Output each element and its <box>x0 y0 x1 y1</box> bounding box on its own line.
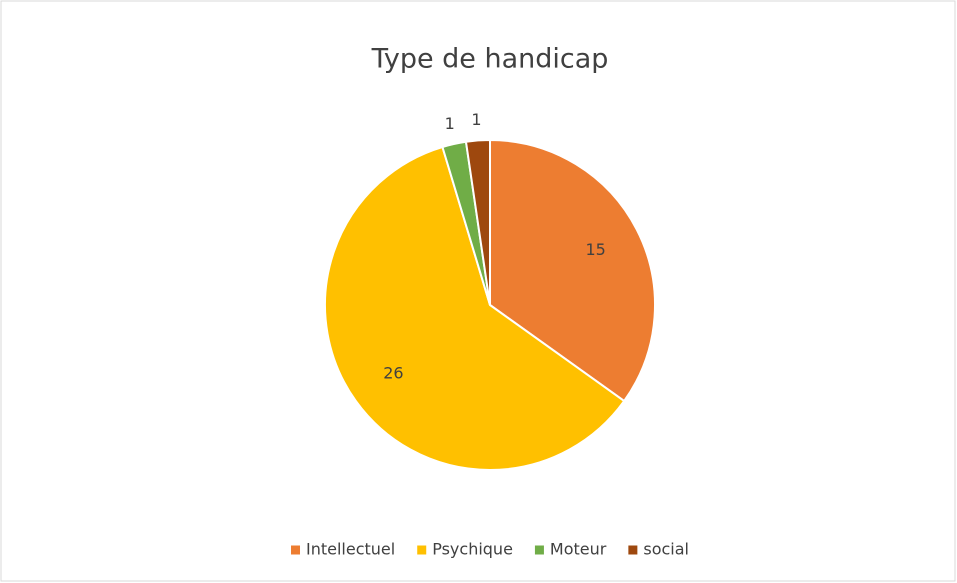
data-label: 26 <box>383 364 403 383</box>
chart-title: Type de handicap <box>371 44 609 75</box>
legend-label: Intellectuel <box>306 540 395 559</box>
legend-label: Moteur <box>550 540 607 559</box>
data-label: 1 <box>445 114 455 133</box>
pie-slice <box>489 138 656 403</box>
pie-slice <box>464 138 491 306</box>
pie-slice <box>324 145 626 471</box>
legend-label: social <box>643 540 689 559</box>
legend-label: Psychique <box>432 540 513 559</box>
legend-swatch <box>628 545 638 555</box>
data-label: 1 <box>471 110 481 129</box>
legend-swatch <box>291 545 301 555</box>
data-label: 15 <box>585 240 605 259</box>
legend-swatch <box>417 545 427 555</box>
legend-swatch <box>534 545 544 555</box>
